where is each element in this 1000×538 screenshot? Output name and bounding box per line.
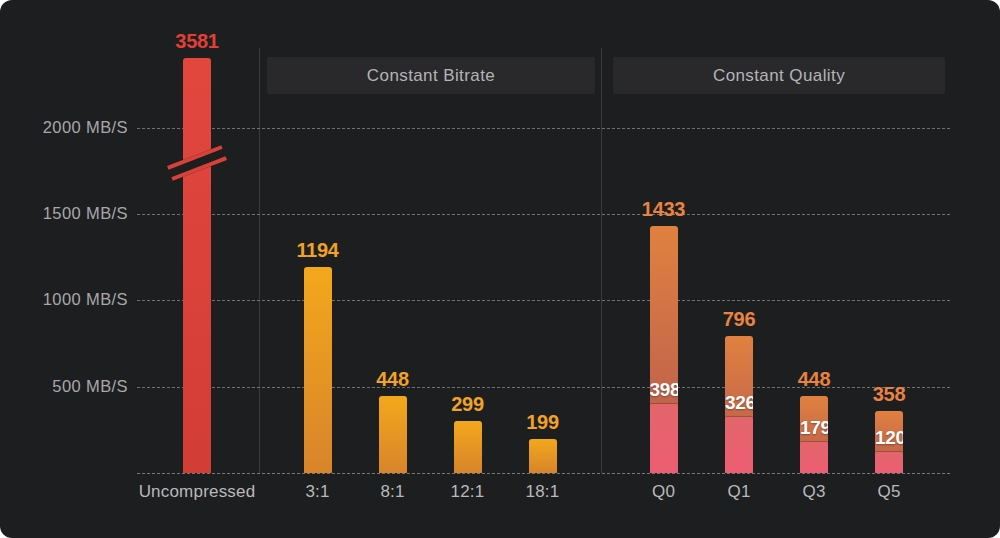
x-axis-baseline [137, 473, 950, 474]
data-rate-chart: Constant Bitrate Constant Quality 2000 M… [0, 0, 1000, 538]
bar-8-1 [379, 396, 407, 473]
bar-18-1 [529, 439, 557, 473]
bar-q1-inner-value: 326 [725, 392, 753, 414]
bar-q0-inner-value: 398 [650, 379, 678, 401]
bar-q5-value: 358 [844, 383, 934, 406]
bar-q0: 398 [650, 226, 678, 473]
bar-q5-inner-segment [875, 452, 903, 473]
bar-12-1 [454, 421, 482, 473]
bar-3-1-value: 1194 [273, 239, 363, 262]
section-header-constant-bitrate: Constant Bitrate [267, 57, 595, 94]
bar-q5: 120 [875, 411, 903, 473]
y-tick-label-1500: 1500 MB/S [0, 204, 128, 223]
bar-uncompressed-value: 3581 [152, 30, 242, 53]
bar-q1-inner-segment [725, 417, 753, 473]
gridline-1500 [137, 214, 950, 215]
section-divider-right [601, 48, 602, 473]
y-tick-label-500: 500 MB/S [0, 377, 128, 396]
y-tick-label-1000: 1000 MB/S [0, 290, 128, 309]
gridline-1000 [137, 300, 950, 301]
bar-q3-inner-value: 179 [800, 417, 828, 439]
bar-uncompressed [183, 58, 211, 473]
bar-q1-value: 796 [694, 308, 784, 331]
bar-q5-inner-value: 120 [875, 427, 903, 449]
section-header-constant-quality: Constant Quality [613, 57, 945, 94]
bar-q3: 179 [800, 396, 828, 473]
y-tick-label-2000: 2000 MB/S [0, 118, 128, 137]
bar-q1: 326 [725, 336, 753, 473]
bar-q0-inner-segment [650, 404, 678, 473]
bar-18-1-value: 199 [498, 411, 588, 434]
bar-3-1 [304, 267, 332, 473]
bar-q0-value: 1433 [619, 198, 709, 221]
gridline-2000 [137, 128, 950, 129]
bar-8-1-value: 448 [348, 368, 438, 391]
bar-q3-inner-segment [800, 442, 828, 473]
section-divider-left [259, 48, 260, 473]
x-axis-label-q5: Q5 [809, 482, 969, 502]
